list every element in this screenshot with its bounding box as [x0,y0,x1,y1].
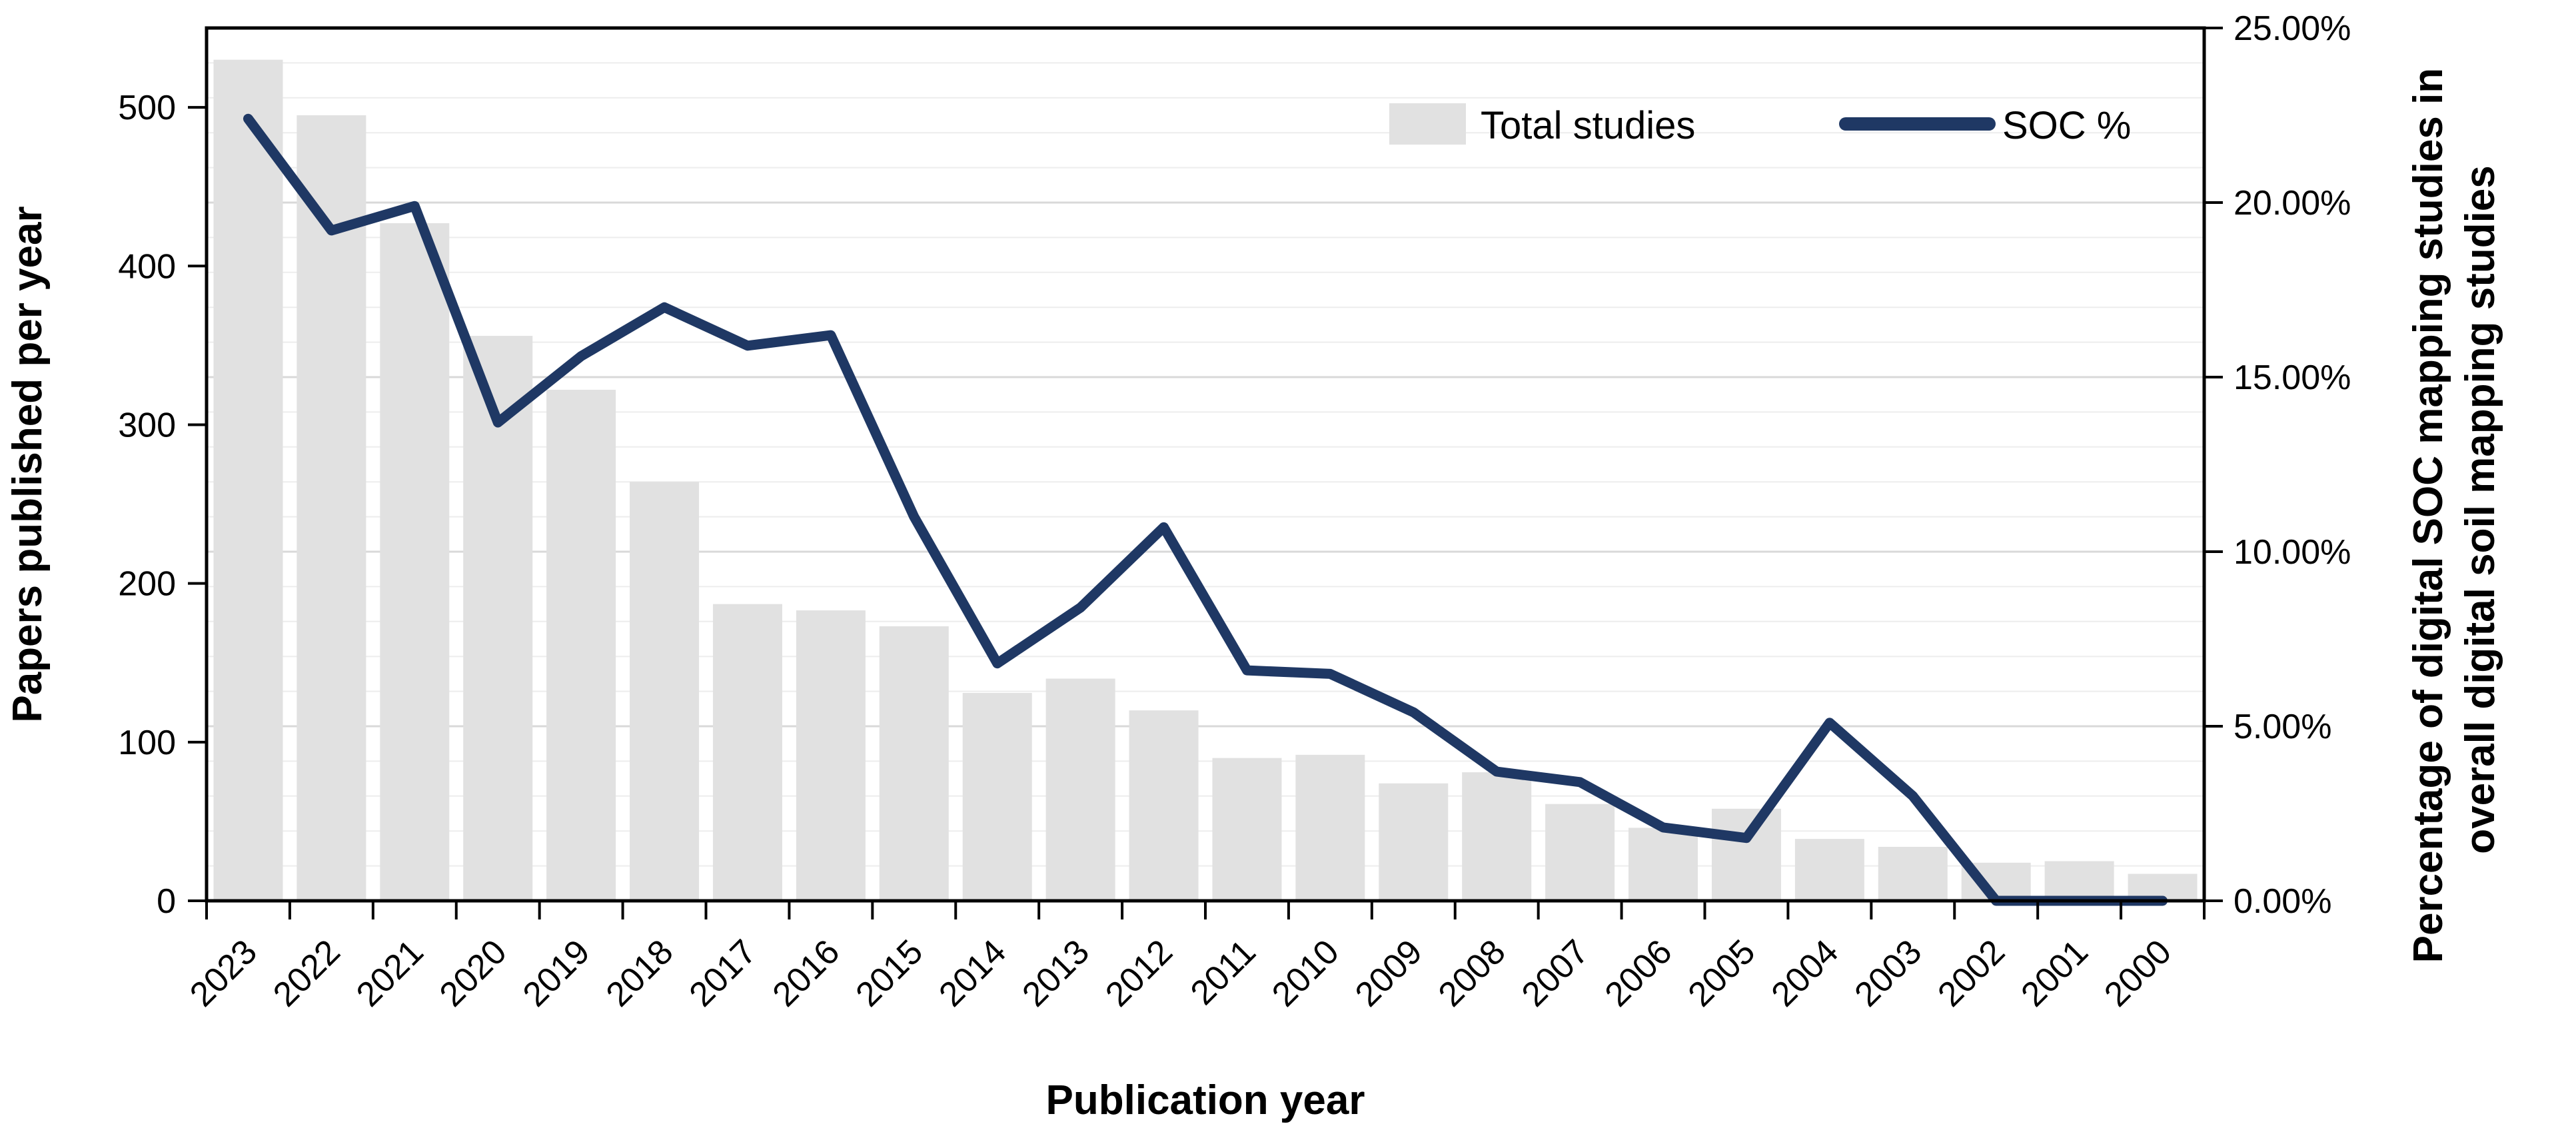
x-tick-label-2018: 2018 [599,932,681,1014]
bar-2022 [297,115,366,901]
left-tick-label-100: 100 [118,724,176,762]
bar-2020 [463,336,533,901]
x-tick-label-2019: 2019 [516,932,598,1014]
x-tick-label-2006: 2006 [1598,932,1680,1014]
x-tick-label-2000: 2000 [2097,932,2179,1014]
bar-2013 [1045,678,1115,901]
x-tick-label-2022: 2022 [266,932,348,1014]
bar-2005 [1711,808,1781,901]
bar-2019 [546,390,616,901]
right-tick-label-25pct: 25.00% [2234,9,2351,48]
x-tick-label-2012: 2012 [1098,932,1180,1014]
bar-2009 [1379,783,1449,901]
x-tick-label-2016: 2016 [766,932,848,1014]
x-tick-label-2001: 2001 [2014,932,2096,1014]
bar-2010 [1295,754,1365,901]
x-tick-label-2020: 2020 [432,932,514,1014]
left-tick-label-200: 200 [118,565,176,604]
soc-percent-line-layer [243,113,2168,906]
bar-2004 [1794,839,1864,901]
x-tick-label-2015: 2015 [848,932,930,1014]
x-tick-label-2021: 2021 [349,932,431,1014]
right-tick-label-10pct: 10.00% [2234,533,2351,572]
bar-2011 [1212,758,1282,901]
gridlines-layer [207,62,2204,867]
bar-2003 [1878,847,1948,901]
x-tick-label-2013: 2013 [1015,932,1097,1014]
right-axis-title-line-1: Percentage of digital SOC mapping studie… [2405,68,2451,963]
left-tick-label-300: 300 [118,406,176,444]
plot-area-border [205,26,2206,903]
right-axis-title-line-2: overall digital soil mapping studies [2457,165,2503,854]
right-tick-label-5pct: 5.00% [2234,708,2331,746]
left-axis-title: Papers published per year [5,206,51,722]
left-tick-label-0: 0 [157,882,176,921]
bar-2012 [1129,710,1199,901]
legend-label-soc-percent: SOC % [2002,104,2131,147]
bar-2023 [213,59,283,901]
x-tick-label-2014: 2014 [932,932,1013,1014]
x-tick-label-2003: 2003 [1847,932,1929,1014]
bar-2018 [630,482,700,901]
bar-2017 [712,604,782,901]
x-tick-label-2010: 2010 [1265,932,1347,1014]
legend-bar-swatch [1389,103,1466,145]
total-studies-bars-layer [213,59,2198,901]
bar-2021 [380,223,450,901]
bar-2016 [796,610,866,901]
bar-2014 [962,692,1032,901]
axis-ticks-layer [188,27,2223,919]
x-axis-title: Publication year [1046,1077,1365,1123]
bar-2006 [1628,828,1698,901]
legend-label-total-studies: Total studies [1481,104,1695,147]
right-tick-label-15pct: 15.00% [2234,358,2351,397]
bar-2015 [879,626,949,901]
left-tick-label-400: 400 [118,247,176,286]
right-tick-label-0pct: 0.00% [2234,882,2331,921]
right-tick-label-20pct: 20.00% [2234,184,2351,223]
right-axis-title: Percentage of digital SOC mapping studie… [2405,57,2503,963]
x-tick-label-2023: 2023 [183,932,265,1014]
x-tick-label-2005: 2005 [1681,932,1763,1014]
x-tick-label-2007: 2007 [1515,932,1597,1014]
soc-percent-line [243,113,2168,906]
bar-2001 [2044,861,2114,901]
x-tick-label-2008: 2008 [1431,932,1513,1014]
x-tick-label-2009: 2009 [1348,932,1430,1014]
bar-2008 [1462,772,1532,901]
legend: Total studies SOC % [1389,103,2131,147]
x-tick-label-2004: 2004 [1764,932,1846,1014]
x-tick-label-2002: 2002 [1930,932,2012,1014]
left-tick-label-500: 500 [118,89,176,127]
bar-2007 [1545,804,1615,901]
x-tick-label-2017: 2017 [682,932,764,1014]
x-tick-label-2011: 2011 [1183,932,1263,1012]
